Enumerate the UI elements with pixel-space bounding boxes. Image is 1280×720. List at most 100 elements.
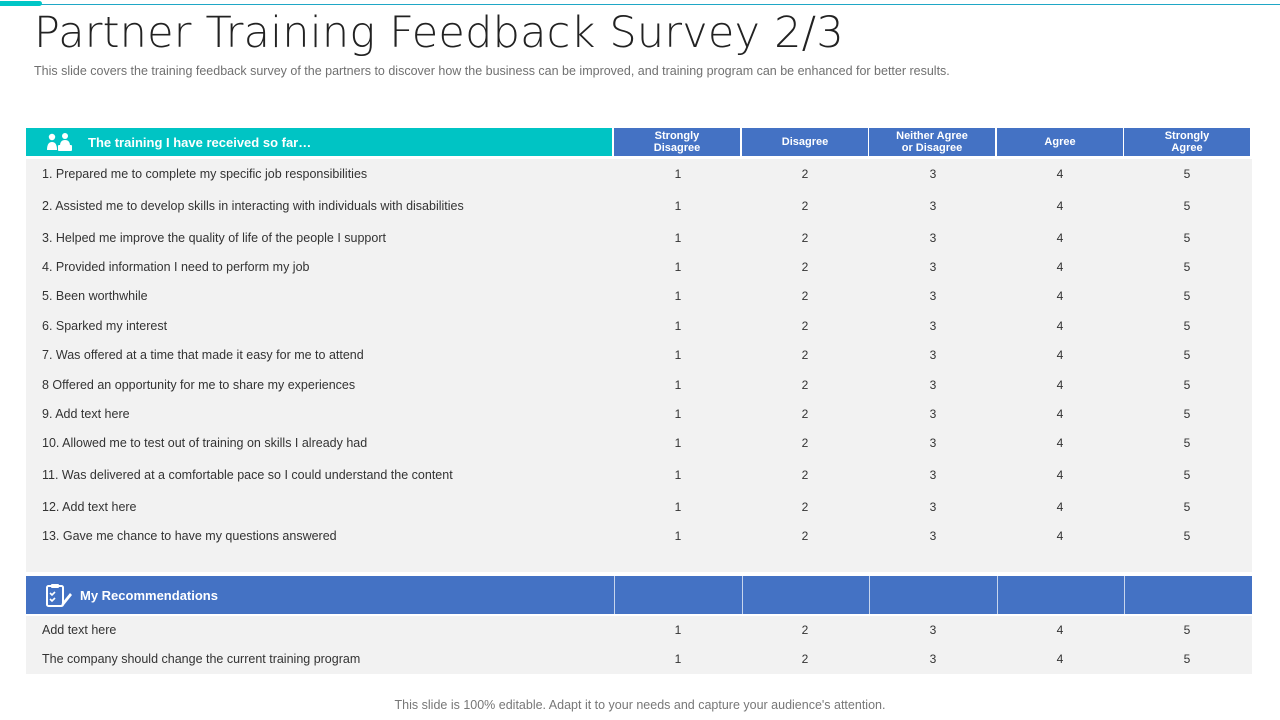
rating-option-5[interactable]: 5 — [1183, 378, 1191, 392]
rating-option-1[interactable]: 1 — [674, 652, 682, 666]
rating-option-2[interactable]: 2 — [801, 289, 809, 303]
rating-option-1[interactable]: 1 — [674, 623, 682, 637]
rating-option-5[interactable]: 5 — [1183, 289, 1191, 303]
recommendations-col-divider — [997, 576, 998, 614]
rating-option-1[interactable]: 1 — [674, 289, 682, 303]
rating-option-3[interactable]: 3 — [929, 623, 937, 637]
rating-option-1[interactable]: 1 — [674, 319, 682, 333]
rating-option-2[interactable]: 2 — [801, 199, 809, 213]
table-row: 9. Add text here 1 2 3 4 5 — [26, 407, 1252, 427]
rating-option-3[interactable]: 3 — [929, 436, 937, 450]
rating-option-5[interactable]: 5 — [1183, 623, 1191, 637]
rating-option-4[interactable]: 4 — [1056, 199, 1064, 213]
page-title: Partner Training Feedback Survey 2/3 — [34, 8, 844, 58]
rating-option-2[interactable]: 2 — [801, 623, 809, 637]
rating-option-3[interactable]: 3 — [929, 500, 937, 514]
rating-option-1[interactable]: 1 — [674, 199, 682, 213]
rating-option-1[interactable]: 1 — [674, 260, 682, 274]
table-row: 6. Sparked my interest 1 2 3 4 5 — [26, 319, 1252, 339]
rating-option-2[interactable]: 2 — [801, 378, 809, 392]
rating-option-2[interactable]: 2 — [801, 652, 809, 666]
table-row: 4. Provided information I need to perfor… — [26, 260, 1252, 280]
rating-option-2[interactable]: 2 — [801, 407, 809, 421]
rating-option-5[interactable]: 5 — [1183, 167, 1191, 181]
rating-option-4[interactable]: 4 — [1056, 529, 1064, 543]
rating-option-3[interactable]: 3 — [929, 407, 937, 421]
rating-option-1[interactable]: 1 — [674, 468, 682, 482]
rating-option-5[interactable]: 5 — [1183, 407, 1191, 421]
rating-option-1[interactable]: 1 — [674, 436, 682, 450]
rating-option-1[interactable]: 1 — [674, 378, 682, 392]
rating-option-2[interactable]: 2 — [801, 167, 809, 181]
table-row: 7. Was offered at a time that made it ea… — [26, 348, 1252, 368]
rating-option-2[interactable]: 2 — [801, 260, 809, 274]
clipboard-check-icon — [46, 584, 72, 607]
table-row: 13. Gave me chance to have my questions … — [26, 529, 1252, 549]
rating-option-5[interactable]: 5 — [1183, 652, 1191, 666]
rating-option-4[interactable]: 4 — [1056, 378, 1064, 392]
rating-option-4[interactable]: 4 — [1056, 407, 1064, 421]
recommendations-col-divider — [869, 576, 870, 614]
recommendations-body-background — [26, 616, 1252, 674]
rating-option-3[interactable]: 3 — [929, 378, 937, 392]
rating-option-5[interactable]: 5 — [1183, 199, 1191, 213]
rating-option-5[interactable]: 5 — [1183, 436, 1191, 450]
column-header-line: or Disagree — [901, 142, 963, 154]
rating-option-4[interactable]: 4 — [1056, 623, 1064, 637]
rating-option-3[interactable]: 3 — [929, 348, 937, 362]
rating-option-3[interactable]: 3 — [929, 231, 937, 245]
rating-option-1[interactable]: 1 — [674, 500, 682, 514]
rating-option-5[interactable]: 5 — [1183, 468, 1191, 482]
rating-option-3[interactable]: 3 — [929, 468, 937, 482]
rating-option-5[interactable]: 5 — [1183, 231, 1191, 245]
rating-option-4[interactable]: 4 — [1056, 468, 1064, 482]
table-row: 10. Allowed me to test out of training o… — [26, 436, 1252, 456]
rating-option-2[interactable]: 2 — [801, 468, 809, 482]
rating-option-5[interactable]: 5 — [1183, 260, 1191, 274]
rating-option-5[interactable]: 5 — [1183, 500, 1191, 514]
rating-option-2[interactable]: 2 — [801, 319, 809, 333]
survey-header-row: The training I have received so far… Str… — [26, 128, 1252, 157]
table-row: Add text here 1 2 3 4 5 — [26, 623, 1252, 643]
column-header-4: Agree — [997, 128, 1123, 156]
rating-option-5[interactable]: 5 — [1183, 529, 1191, 543]
rating-option-2[interactable]: 2 — [801, 529, 809, 543]
rating-option-4[interactable]: 4 — [1056, 500, 1064, 514]
row-statement: 8 Offered an opportunity for me to share… — [42, 378, 356, 392]
section-heading-recommendations: My Recommendations — [26, 576, 614, 614]
rating-option-4[interactable]: 4 — [1056, 260, 1064, 274]
survey-body-background — [26, 159, 1252, 572]
rating-option-1[interactable]: 1 — [674, 529, 682, 543]
rating-option-1[interactable]: 1 — [674, 348, 682, 362]
rating-option-3[interactable]: 3 — [929, 319, 937, 333]
column-header-line: Agree — [1044, 136, 1076, 148]
rating-option-5[interactable]: 5 — [1183, 319, 1191, 333]
rating-option-3[interactable]: 3 — [929, 529, 937, 543]
recommendations-col-divider — [742, 576, 743, 614]
row-statement: 5. Been worthwhile — [42, 289, 148, 303]
rating-option-4[interactable]: 4 — [1056, 652, 1064, 666]
rating-option-2[interactable]: 2 — [801, 436, 809, 450]
rating-option-3[interactable]: 3 — [929, 652, 937, 666]
rating-option-1[interactable]: 1 — [674, 231, 682, 245]
rating-option-1[interactable]: 1 — [674, 407, 682, 421]
recommendations-col-divider — [1124, 576, 1125, 614]
rating-option-4[interactable]: 4 — [1056, 289, 1064, 303]
row-statement: 12. Add text here — [42, 500, 137, 514]
rating-option-3[interactable]: 3 — [929, 167, 937, 181]
rating-option-1[interactable]: 1 — [674, 167, 682, 181]
rating-option-5[interactable]: 5 — [1183, 348, 1191, 362]
rating-option-4[interactable]: 4 — [1056, 319, 1064, 333]
rating-option-4[interactable]: 4 — [1056, 348, 1064, 362]
recommendations-heading-label: My Recommendations — [80, 587, 218, 603]
rating-option-4[interactable]: 4 — [1056, 231, 1064, 245]
rating-option-3[interactable]: 3 — [929, 260, 937, 274]
rating-option-4[interactable]: 4 — [1056, 167, 1064, 181]
rating-option-4[interactable]: 4 — [1056, 436, 1064, 450]
rating-option-3[interactable]: 3 — [929, 199, 937, 213]
rating-option-3[interactable]: 3 — [929, 289, 937, 303]
rating-option-2[interactable]: 2 — [801, 231, 809, 245]
rating-option-2[interactable]: 2 — [801, 348, 809, 362]
rating-option-2[interactable]: 2 — [801, 500, 809, 514]
table-row: 11. Was delivered at a comfortable pace … — [26, 468, 1252, 488]
